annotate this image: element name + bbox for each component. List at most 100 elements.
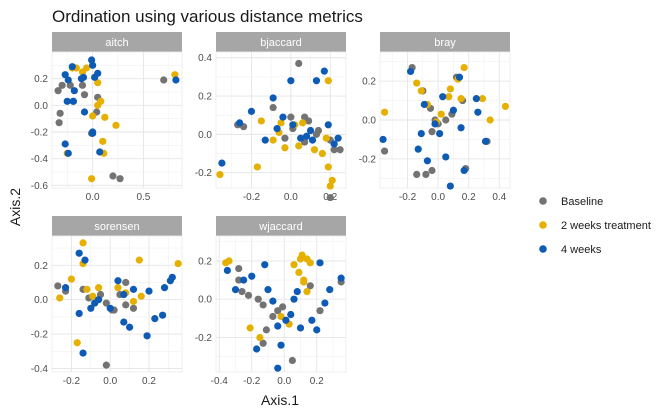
y-tick-label: 0.2 [198,256,212,267]
data-point [428,166,436,175]
data-point [501,102,510,110]
data-point [457,124,465,132]
data-point [281,134,289,142]
y-tick-label: -0.2 [31,330,49,341]
facet-strip-label: bray [434,37,456,49]
data-point [324,77,332,85]
grid [52,236,182,372]
y-tick-label: -0.2 [195,333,213,344]
data-point [102,361,110,369]
y-axis-label: Axis.2 [7,188,23,226]
data-point [293,287,301,296]
data-point [67,275,76,283]
data-point [288,356,296,365]
data-point [96,148,104,156]
data-point [68,63,76,71]
series-4-weeks [218,67,342,167]
data-point [442,116,450,124]
x-tick-label: 0.0 [284,192,298,203]
data-point [446,182,454,190]
data-point [308,316,316,324]
data-point [58,81,66,89]
data-point [79,73,88,81]
data-point [158,311,167,319]
x-tick-label: -0.2 [243,376,261,387]
data-point [257,117,265,125]
legend-marker [539,245,547,253]
data-point [89,129,97,137]
data-point [174,259,182,268]
data-point [417,87,425,95]
data-point [231,286,240,294]
data-point [295,59,303,68]
data-point [334,134,342,142]
x-tick-label: 0.4 [492,192,506,203]
y-tick-label: 0.2 [362,77,376,88]
facet-strip [380,32,510,52]
data-point [326,286,334,294]
data-point [380,108,389,116]
data-point [274,307,282,315]
y-tick-label: -0.2 [359,154,377,165]
series-4-weeks [379,67,490,190]
data-point [78,81,87,89]
data-point [431,120,439,128]
data-point [88,56,96,64]
facet-strip [216,216,346,236]
data-point [422,170,430,178]
data-point [129,304,138,312]
data-point [120,318,128,326]
data-point [160,284,169,292]
data-point [472,95,480,103]
series-baseline [235,264,345,365]
data-point [235,264,243,273]
data-point [129,285,138,293]
data-point [277,119,285,127]
data-point [314,126,323,135]
y-tick-label: 0.0 [34,295,48,306]
x-tick-label: -0.2 [63,376,81,387]
data-point [289,121,297,129]
data-point [290,261,298,269]
data-point [298,251,306,259]
data-point [414,145,422,153]
data-point [56,294,64,302]
data-point [287,77,295,85]
x-tick-label: 0.0 [431,192,445,203]
data-point [79,349,87,357]
data-point [310,146,319,154]
x-tick-label: 0.2 [310,376,324,387]
data-point [277,341,285,349]
x-tick-label: 0.0 [86,192,100,203]
data-point [106,304,114,312]
facet-panels: aitch 0.0 0.5 0.2 0.0 -0.2 -0.4 -0.6 bjaccard -0.… [31,32,511,387]
data-point [269,312,277,321]
data-point [225,257,233,265]
data-point [486,116,494,124]
data-point [135,256,143,264]
x-tick-label: -0.2 [243,192,261,203]
data-point [308,136,317,144]
data-point [99,137,107,145]
y-tick-label: 0.2 [34,261,48,272]
data-point [116,175,124,183]
data-point [143,332,151,340]
plot-area [51,235,183,373]
data-point [277,312,285,321]
data-point [82,64,91,72]
data-point [279,303,287,311]
facet-panel-wjaccard: wjaccard -0.4 -0.2 0.0 0.2 0.2 0.0 -0.2 [195,216,347,387]
y-tick-label: -0.4 [31,154,49,165]
facet-strip-label: sorensen [94,221,139,233]
data-point [244,291,253,299]
data-point [88,175,96,183]
y-tick-label: -0.2 [195,168,213,179]
data-point [122,301,130,309]
chart-title: Ordination using various distance metric… [52,7,363,26]
data-point [457,95,465,103]
data-point [316,259,324,267]
data-point [89,112,97,120]
data-point [70,87,78,95]
data-point [478,95,487,103]
legend-marker [539,197,547,205]
